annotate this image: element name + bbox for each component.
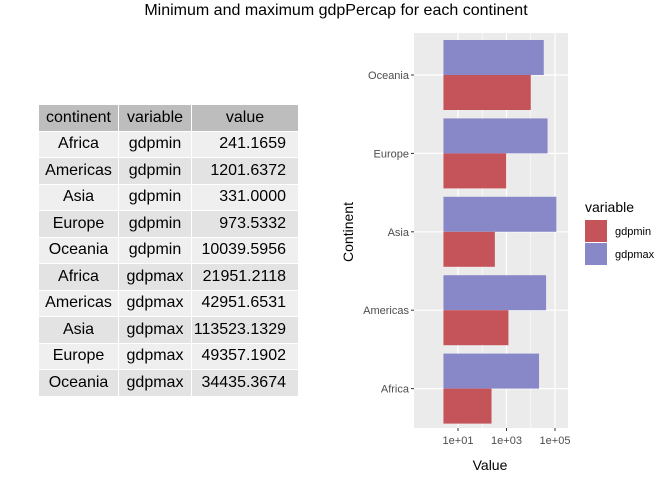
bar-gdpmin-africa [443,388,492,424]
table-cell: gdpmin [118,236,192,264]
table-cell: 49357.1902 [191,342,299,370]
table-cell: gdpmax [118,342,192,370]
table-cell: Europe [38,210,119,238]
table-header-value: value [191,104,299,132]
legend-key-gdpmin [585,220,607,242]
table-cell: 241.1659 [191,130,299,158]
table-cell: gdpmin [118,157,192,185]
table-cell: gdpmax [118,263,192,291]
table-cell: Americas [38,289,119,317]
table-row: Americas gdpmin 1201.6372 [38,157,299,185]
table-cell: gdpmin [118,183,192,211]
table-row: Oceania gdpmax 34435.3674 [38,369,299,397]
table-cell: Asia [38,316,119,344]
table-cell: gdpmax [118,316,192,344]
table-cell: gdpmax [118,289,192,317]
y-tick-label: Oceania [368,70,410,82]
table-row: Europe gdpmax 49357.1902 [38,342,299,370]
table-cell: Oceania [38,236,119,264]
table-row: Africa gdpmin 241.1659 [38,130,299,158]
table-cell: 973.5332 [191,210,299,238]
bar-gdpmax-asia [443,196,557,232]
table-cell: 42951.6531 [191,289,299,317]
x-tick-label: 1e+01 [443,435,474,447]
table-cell: gdpmin [118,130,192,158]
data-table: continent variable value Africa gdpmin 2… [38,104,299,397]
legend-key-gdpmax [585,243,607,265]
legend-label-gdpmax: gdpmax [615,249,655,261]
table-cell: 113523.1329 [191,316,299,344]
y-tick-label: Asia [388,227,410,239]
table-cell: 1201.6372 [191,157,299,185]
table-cell: gdpmax [118,369,192,397]
table-header-row: continent variable value [38,104,299,132]
table-cell: 21951.2118 [191,263,299,291]
x-axis-ticks: 1e+01 1e+03 1e+05 [443,428,571,447]
y-tick-label: Africa [381,384,410,396]
bar-gdpmax-oceania [443,40,544,75]
legend-title: variable [585,199,634,215]
y-tick-label: Americas [363,305,409,317]
chart-title: Minimum and maximum gdpPercap for each c… [144,2,528,19]
table-row: Africa gdpmax 21951.2118 [38,263,299,291]
x-tick-label: 1e+05 [540,435,571,447]
table-cell: 10039.5956 [191,236,299,264]
bar-gdpmin-europe [443,153,507,189]
table-cell: Oceania [38,369,119,397]
table-row: Asia gdpmax 113523.1329 [38,316,299,344]
legend-label-gdpmin: gdpmin [615,226,651,238]
table-row: Americas gdpmax 42951.6531 [38,289,299,317]
bar-gdpmin-asia [443,231,495,267]
bars [443,40,557,424]
bar-gdpmax-africa [443,353,540,389]
bar-gdpmax-europe [443,118,548,154]
table-cell: Africa [38,263,119,291]
table-row: Asia gdpmin 331.0000 [38,183,299,211]
x-axis-title: Value [473,457,508,473]
table-cell: 34435.3674 [191,369,299,397]
table-cell: 331.0000 [191,183,299,211]
table-cell: Africa [38,130,119,158]
bar-gdpmax-americas [443,275,547,311]
table-cell: Europe [38,342,119,370]
bar-gdpmin-americas [443,310,509,346]
y-axis-ticks: Africa Americas Asia Europe Oceania [363,70,414,396]
y-axis-title: Continent [340,202,356,262]
table-cell: Americas [38,157,119,185]
x-tick-label: 1e+03 [491,435,522,447]
bar-gdpmin-oceania [443,75,531,110]
table-cell: gdpmin [118,210,192,238]
table-row: Europe gdpmin 973.5332 [38,210,299,238]
legend: variable gdpmin gdpmax [585,199,655,265]
table-header-variable: variable [118,104,192,132]
y-tick-label: Europe [374,148,409,160]
table-cell: Asia [38,183,119,211]
table-row: Oceania gdpmin 10039.5956 [38,236,299,264]
